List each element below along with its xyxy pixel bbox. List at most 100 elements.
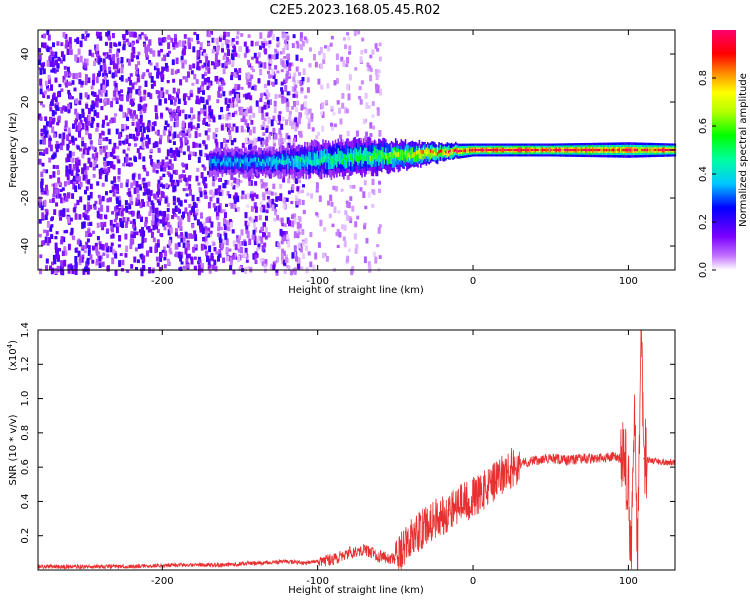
band-cell <box>329 153 331 160</box>
noise-cell <box>228 135 232 141</box>
noise-cell <box>117 159 121 164</box>
noise-cell <box>100 90 104 97</box>
noise-cell <box>366 62 370 68</box>
noise-cell <box>285 98 289 102</box>
noise-cell <box>53 111 57 115</box>
noise-cell <box>310 113 314 119</box>
noise-cell <box>290 200 294 205</box>
band-cell <box>490 148 492 152</box>
noise-cell <box>140 32 144 36</box>
noise-cell <box>51 110 55 117</box>
noise-cell <box>216 99 220 104</box>
noise-cell <box>38 201 41 207</box>
noise-cell <box>372 125 376 130</box>
noise-cell <box>268 190 272 195</box>
noise-cell <box>190 257 194 265</box>
band-cell <box>320 157 323 163</box>
band-cell <box>368 151 370 165</box>
noise-cell <box>122 149 126 154</box>
noise-cell <box>145 171 149 177</box>
noise-cell <box>111 72 115 79</box>
noise-cell <box>248 115 252 121</box>
noise-cell <box>280 90 284 95</box>
band-cell <box>378 153 380 166</box>
band-cell <box>260 155 263 166</box>
noise-cell <box>236 35 239 40</box>
noise-cell <box>191 234 195 239</box>
noise-cell <box>335 53 339 60</box>
noise-cell <box>238 106 242 112</box>
noise-cell <box>115 97 119 103</box>
band-cell <box>214 161 217 166</box>
noise-cell <box>233 198 237 204</box>
band-cell <box>503 148 506 152</box>
noise-cell <box>245 225 249 230</box>
noise-cell <box>120 210 124 217</box>
noise-cell <box>81 141 85 147</box>
noise-cell <box>374 43 378 49</box>
noise-cell <box>42 92 46 98</box>
noise-cell <box>143 89 147 95</box>
noise-cell <box>281 223 285 227</box>
noise-cell <box>250 65 254 71</box>
noise-cell <box>183 265 186 269</box>
noise-cell <box>99 243 103 250</box>
noise-cell <box>113 218 117 223</box>
noise-cell <box>78 100 82 105</box>
band-cell <box>460 149 463 153</box>
band-cell <box>463 149 465 152</box>
noise-cell <box>207 258 211 265</box>
noise-cell <box>233 91 237 99</box>
noise-cell <box>229 222 233 228</box>
band-cell <box>256 162 258 167</box>
noise-cell <box>136 193 140 200</box>
noise-cell <box>280 69 284 73</box>
noise-cell <box>66 174 70 181</box>
noise-cell <box>201 263 204 269</box>
noise-cell <box>246 140 250 145</box>
noise-cell <box>169 227 173 234</box>
noise-cell <box>139 118 143 125</box>
noise-cell <box>246 175 250 179</box>
noise-cell <box>177 106 181 113</box>
band-cell <box>376 154 379 160</box>
noise-cell <box>205 250 209 254</box>
noise-cell <box>251 234 255 240</box>
noise-cell <box>259 207 263 212</box>
noise-cell <box>228 123 232 129</box>
noise-cell <box>104 174 108 182</box>
noise-cell <box>232 269 236 275</box>
snr-point <box>425 524 427 527</box>
noise-cell <box>89 204 93 210</box>
noise-cell <box>313 54 316 61</box>
noise-cell <box>252 69 255 73</box>
noise-cell <box>279 228 283 236</box>
noise-cell <box>129 133 132 139</box>
noise-cell <box>278 138 282 146</box>
noise-cell <box>354 221 358 228</box>
noise-cell <box>203 52 207 57</box>
noise-cell <box>148 196 151 202</box>
noise-cell <box>128 211 132 215</box>
noise-cell <box>282 138 286 142</box>
noise-cell <box>240 33 244 37</box>
noise-cell <box>93 203 97 208</box>
band-cell <box>510 148 513 152</box>
noise-cell <box>259 229 263 233</box>
noise-cell <box>87 229 91 234</box>
noise-cell <box>165 89 169 95</box>
noise-cell <box>236 182 240 188</box>
band-cell <box>347 152 349 158</box>
noise-cell <box>215 48 219 55</box>
band-cell <box>373 150 376 157</box>
noise-cell <box>155 217 159 223</box>
noise-cell <box>98 198 102 205</box>
noise-cell <box>162 246 166 253</box>
noise-cell <box>143 237 147 243</box>
noise-cell <box>75 125 79 132</box>
band-cell <box>439 149 442 153</box>
noise-cell <box>163 264 167 269</box>
noise-cell <box>135 114 138 120</box>
noise-cell <box>210 111 213 119</box>
noise-cell <box>107 152 110 158</box>
